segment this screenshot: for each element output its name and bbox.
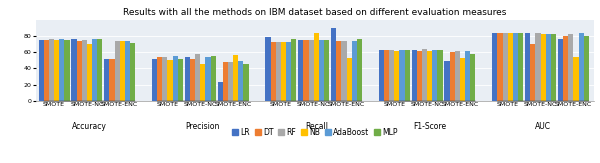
Bar xyxy=(568,34,574,101)
Bar xyxy=(432,50,437,101)
Bar xyxy=(281,42,286,101)
Bar xyxy=(167,60,173,101)
Bar xyxy=(455,51,460,101)
Bar xyxy=(394,51,400,101)
Bar xyxy=(324,40,329,101)
Bar xyxy=(71,39,77,101)
Bar xyxy=(38,40,44,101)
Bar xyxy=(286,42,291,101)
Bar xyxy=(379,50,384,101)
Bar xyxy=(497,33,503,101)
Legend: LR, DT, RF, NB, AdaBoost, MLP: LR, DT, RF, NB, AdaBoost, MLP xyxy=(229,125,401,140)
Bar xyxy=(525,33,530,101)
Bar xyxy=(244,64,248,101)
Bar xyxy=(125,41,130,101)
Bar xyxy=(314,33,319,101)
Bar xyxy=(119,41,125,101)
Bar xyxy=(104,59,109,101)
Bar xyxy=(341,41,347,101)
Bar xyxy=(218,82,223,101)
Bar xyxy=(563,36,568,101)
Bar xyxy=(331,28,336,101)
Bar xyxy=(336,41,341,101)
Bar xyxy=(200,64,205,101)
Bar xyxy=(541,34,546,101)
Bar xyxy=(513,33,518,101)
Bar xyxy=(157,57,163,101)
Text: Accuracy: Accuracy xyxy=(72,122,107,131)
Bar xyxy=(558,39,563,101)
Bar xyxy=(389,50,394,101)
Bar xyxy=(178,59,183,101)
Bar xyxy=(291,39,296,101)
Bar xyxy=(546,34,551,101)
Bar xyxy=(357,39,362,101)
Bar xyxy=(49,39,54,101)
Text: Precision: Precision xyxy=(185,122,220,131)
Bar xyxy=(465,51,470,101)
Bar xyxy=(44,40,49,101)
Bar xyxy=(54,40,59,101)
Bar xyxy=(574,57,578,101)
Bar xyxy=(437,50,443,101)
Bar xyxy=(276,42,281,101)
Bar xyxy=(173,56,178,101)
Bar xyxy=(518,33,523,101)
Bar xyxy=(319,40,324,101)
Bar xyxy=(412,50,417,101)
Bar xyxy=(185,57,190,101)
Bar xyxy=(109,59,115,101)
Bar xyxy=(460,58,465,101)
Bar xyxy=(308,40,314,101)
Bar xyxy=(470,54,475,101)
Bar xyxy=(130,43,135,101)
Bar xyxy=(163,57,167,101)
Bar xyxy=(427,51,432,101)
Bar xyxy=(271,42,276,101)
Bar xyxy=(265,37,271,101)
Bar xyxy=(92,39,97,101)
Bar xyxy=(551,34,556,101)
Bar xyxy=(352,41,357,101)
Bar xyxy=(233,55,238,101)
Bar xyxy=(228,62,233,101)
Bar xyxy=(535,33,541,101)
Bar xyxy=(205,57,211,101)
Bar xyxy=(190,59,195,101)
Bar xyxy=(417,51,422,101)
Text: Recall: Recall xyxy=(305,122,328,131)
Bar xyxy=(503,33,508,101)
Bar xyxy=(445,61,449,101)
Bar xyxy=(578,33,584,101)
Bar xyxy=(97,39,103,101)
Text: F1-Score: F1-Score xyxy=(413,122,446,131)
Bar xyxy=(77,41,82,101)
Bar xyxy=(223,62,228,101)
Bar xyxy=(530,44,535,101)
Bar xyxy=(347,58,352,101)
Bar xyxy=(384,50,389,101)
Bar xyxy=(449,52,455,101)
Bar xyxy=(82,40,87,101)
Bar xyxy=(492,33,497,101)
Bar xyxy=(304,40,308,101)
Bar xyxy=(115,41,119,101)
Bar xyxy=(87,44,92,101)
Bar xyxy=(508,33,513,101)
Bar xyxy=(211,56,216,101)
Text: AUC: AUC xyxy=(535,122,551,131)
Bar xyxy=(422,49,427,101)
Bar xyxy=(195,54,200,101)
Bar xyxy=(59,39,64,101)
Bar xyxy=(152,59,157,101)
Bar xyxy=(298,40,304,101)
Bar xyxy=(238,61,244,101)
Bar xyxy=(404,50,410,101)
Title: Results with all the methods on IBM dataset based on different evaluation measur: Results with all the methods on IBM data… xyxy=(124,8,506,17)
Bar xyxy=(584,36,589,101)
Bar xyxy=(64,40,70,101)
Bar xyxy=(400,50,404,101)
